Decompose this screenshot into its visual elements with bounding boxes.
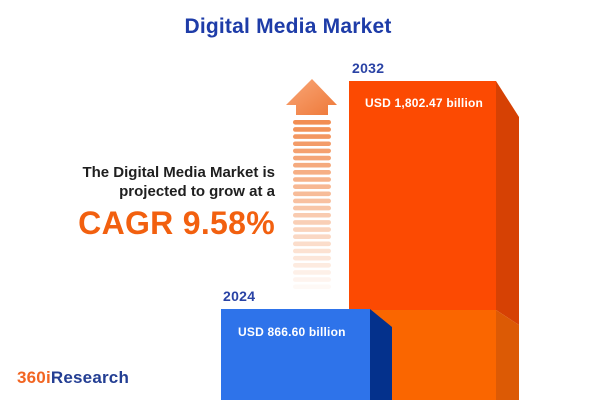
bar-2032-year-label: 2032 [352,60,385,76]
growth-arrow-stripe [293,184,331,189]
growth-annotation: The Digital Media Market is projected to… [0,163,275,242]
annotation-line-1: The Digital Media Market is [82,164,275,181]
bar-2032-value-label: USD 1,802.47 billion [365,96,484,110]
bar-2032-front-top [349,81,496,310]
bar-2032-side-bottom [496,310,519,400]
growth-arrow-stripe [293,148,331,154]
bar-2024-year-label: 2024 [223,288,256,304]
bar-2024-side [370,309,392,400]
page-title: Digital Media Market [184,15,392,38]
logo-suffix: Research [50,368,130,387]
growth-arrow-stripe [293,205,331,211]
growth-arrow-stripe [293,241,331,247]
growth-arrow-stripe [293,227,331,232]
growth-arrow-stripe [293,263,331,268]
growth-arrow-stripe [293,234,331,239]
growth-arrow-stripe [293,170,331,175]
cagr-value: CAGR 9.58% [78,205,275,241]
growth-arrow-stripe [293,162,331,168]
growth-arrow-stripe [293,248,331,254]
growth-arrow-stripe [293,270,331,275]
growth-arrow-stripe [293,212,331,218]
growth-arrow-stripe [293,191,331,197]
growth-arrow-stripe [293,127,331,132]
company-logo: 360iResearch [17,368,129,388]
growth-arrow-stripe [293,141,331,147]
bar-2024 [221,309,392,400]
growth-arrow-stripes [293,120,331,290]
growth-arrow-stripe [293,198,331,204]
bar-2024-front [221,309,370,400]
growth-arrow-stripe [293,155,331,161]
bar-2024-value-label: USD 866.60 billion [238,325,346,339]
growth-arrow [286,79,337,290]
growth-arrow-stripe [293,277,331,282]
annotation-line-2: projected to grow at a [119,183,275,200]
logo-prefix: 360i [17,368,51,387]
bar-2032-side-top [496,81,519,325]
growth-arrow-stripe [293,134,331,139]
growth-arrow-stripe [293,120,331,125]
growth-arrow-stripe [293,284,331,290]
growth-arrow-stripe [293,177,331,182]
growth-arrow-head-icon [286,79,337,115]
growth-arrow-stripe [293,220,331,225]
growth-arrow-stripe [293,255,331,261]
